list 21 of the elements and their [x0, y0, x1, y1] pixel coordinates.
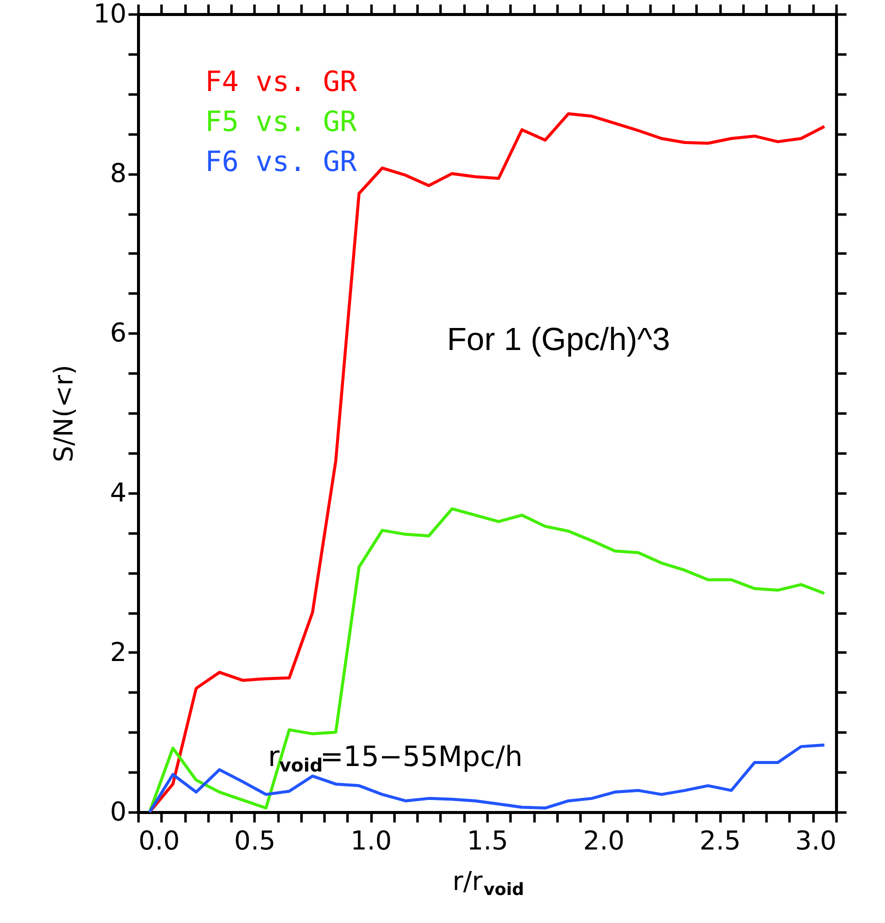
y-axis-title: S/N(<r) — [49, 364, 80, 462]
y-tick-label: 2 — [110, 638, 126, 668]
text: F6 vs. GR — [205, 145, 357, 178]
y-tick-label: 0 — [110, 798, 126, 828]
text: 0.0 — [138, 826, 180, 856]
x-tick-label: 1.5 — [466, 826, 508, 856]
y-tick-label: 6 — [110, 318, 126, 349]
x-tick-label: 2.0 — [583, 826, 625, 856]
text: F4 vs. GR — [205, 65, 357, 98]
y-tick-label: 10 — [93, 0, 126, 30]
x-tick-label: 2.5 — [699, 826, 741, 856]
line-series — [148, 507, 826, 814]
annotation: For 1 (Gpc/h)^3 — [447, 321, 670, 357]
x-tick-label: 3.0 — [795, 826, 836, 856]
x-tick-label: 0.5 — [234, 826, 276, 856]
line-series — [148, 743, 826, 814]
text: F5 vs. GR — [205, 105, 357, 138]
line-series — [148, 112, 826, 814]
x-tick-label: 1.0 — [350, 826, 392, 856]
y-tick-label: 8 — [110, 159, 126, 190]
y-tick-label: 4 — [110, 478, 126, 508]
